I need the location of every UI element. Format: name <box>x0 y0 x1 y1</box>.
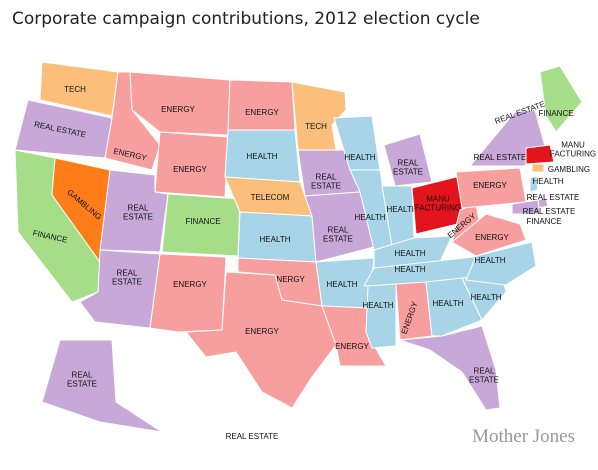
state-label: HEALTH <box>363 301 394 310</box>
title: Corporate campaign contributions, 2012 e… <box>12 9 480 29</box>
state-label: HEALTH <box>260 235 291 244</box>
state-label: HEALTH <box>247 152 278 161</box>
state-label: REAL ESTATE <box>469 367 499 385</box>
state <box>399 325 501 411</box>
logo: Mother Jones <box>472 426 575 447</box>
state <box>525 144 555 165</box>
label-line: ESTATE <box>393 168 423 177</box>
state <box>425 277 483 337</box>
state-label: MANU FACTURING <box>550 141 596 159</box>
label-line: REAL <box>117 269 138 278</box>
state-label: HEALTH <box>345 153 376 162</box>
state-label: ENERGY <box>245 327 279 336</box>
label-line: ESTATE <box>323 235 353 244</box>
state-label: REAL ESTATE <box>523 207 576 216</box>
state-label: REAL ESTATE <box>323 226 353 244</box>
state-label: REAL ESTATE <box>123 204 153 222</box>
state-label: ENERGY <box>173 280 207 289</box>
state-label: ENERGY <box>161 105 195 114</box>
state-label: TECH <box>305 122 327 131</box>
state-label: HEALTH <box>475 256 506 265</box>
state-label: HEALTH <box>327 280 358 289</box>
state-label: ENERGY <box>245 108 279 117</box>
state-label: ENERGY <box>473 181 507 190</box>
state <box>41 339 163 433</box>
state <box>511 199 541 215</box>
state-label: REAL ESTATE <box>311 173 341 191</box>
label-line: REAL <box>398 159 419 168</box>
state <box>304 191 375 263</box>
label-line: ESTATE <box>112 278 142 287</box>
label-line: MANU <box>561 141 585 150</box>
state-label: REAL ESTATE <box>474 153 527 162</box>
state-label: HEALTH <box>387 205 418 214</box>
label-line: REAL <box>316 173 337 182</box>
label-line: REAL <box>128 204 149 213</box>
state-label: HEALTH <box>433 299 464 308</box>
state-label: REAL ESTATE <box>527 193 580 202</box>
label-line: REAL <box>328 226 349 235</box>
state <box>383 133 433 187</box>
state-label: TELECOM <box>251 193 290 202</box>
label-line: ESTATE <box>123 213 153 222</box>
label-line: MANU <box>426 195 450 204</box>
state-label: HEALTH <box>533 177 564 186</box>
state <box>531 163 545 173</box>
state-label: FINANCE <box>185 217 220 226</box>
state-label: HEALTH <box>395 265 426 274</box>
label-line: ESTATE <box>469 376 499 385</box>
state-label: TECH <box>64 85 86 94</box>
state-label: FINANCE <box>526 217 561 226</box>
state-label: REAL ESTATE <box>226 432 279 441</box>
label-line: ESTATE <box>67 380 97 389</box>
state-label: MANU FACTURING <box>415 195 461 213</box>
state-label: REAL ESTATE <box>67 371 97 389</box>
state <box>529 175 539 193</box>
state <box>365 283 397 349</box>
state-label: HEALTH <box>395 249 426 258</box>
label-line: ESTATE <box>311 182 341 191</box>
state <box>465 241 537 286</box>
state-label: FINANCE <box>538 109 573 118</box>
state <box>539 65 583 133</box>
state-label: REAL ESTATE <box>393 159 423 177</box>
state <box>129 71 231 136</box>
state <box>373 235 453 269</box>
state <box>227 79 296 131</box>
state-label: HEALTH <box>471 293 502 302</box>
state-label: REAL ESTATE <box>112 269 142 287</box>
state-label: ENERGY <box>173 165 207 174</box>
state <box>291 81 347 151</box>
label-line: REAL <box>474 367 495 376</box>
label-line: FACTURING <box>415 204 461 213</box>
state-label: ENERGY <box>335 342 369 351</box>
state <box>149 253 227 333</box>
state-label: ENERGY <box>271 275 305 284</box>
state-label: GAMBLING <box>548 165 590 174</box>
label-line: FACTURING <box>550 150 596 159</box>
state <box>185 271 337 409</box>
state <box>451 213 527 257</box>
label-line: REAL <box>72 371 93 380</box>
state-label: ENERGY <box>475 233 509 242</box>
state <box>154 131 229 198</box>
state-label: HEALTH <box>355 213 386 222</box>
